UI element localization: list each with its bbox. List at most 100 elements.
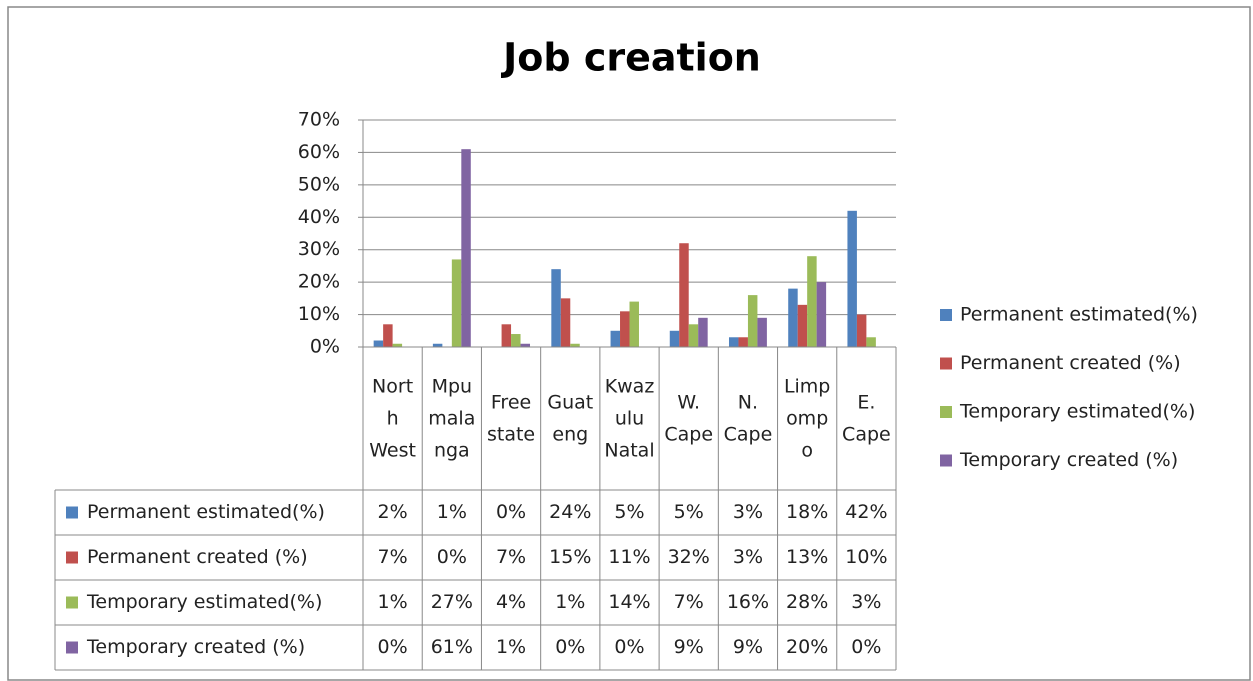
table-legend-key xyxy=(66,641,78,654)
table-cell: 13% xyxy=(786,546,828,568)
x-tick-label: Nort h West xyxy=(369,375,416,461)
table-cell: 15% xyxy=(549,546,591,568)
table-cell: 42% xyxy=(845,501,887,523)
legend-label: Temporary estimated(%) xyxy=(959,401,1195,423)
bar xyxy=(461,149,471,347)
table-cell: 18% xyxy=(786,501,828,523)
x-tick-label: Kwaz ulu Natal xyxy=(604,375,654,461)
bar xyxy=(570,343,580,347)
table-cell: 1% xyxy=(437,501,467,523)
x-tick-label: N. Cape xyxy=(724,391,773,445)
bar xyxy=(392,343,403,347)
table-cell: 9% xyxy=(674,636,704,658)
table-cell: 24% xyxy=(549,501,591,523)
bar xyxy=(560,298,571,347)
table-cell: 20% xyxy=(786,636,828,658)
y-tick-label: 70% xyxy=(298,109,340,131)
bar xyxy=(511,334,521,347)
table-cell: 10% xyxy=(845,546,887,568)
table-cell: 3% xyxy=(733,546,763,568)
table-row-label: Temporary created (%) xyxy=(86,636,305,658)
legend-label: Permanent created (%) xyxy=(960,352,1181,374)
table-row-label: Temporary estimated(%) xyxy=(86,591,322,613)
table-cell: 0% xyxy=(614,636,644,658)
bar xyxy=(807,256,817,347)
bar xyxy=(847,210,857,347)
bar xyxy=(373,340,384,347)
legend-label: Temporary created (%) xyxy=(959,449,1178,471)
y-tick-label: 30% xyxy=(298,238,340,260)
table-cell: 0% xyxy=(496,501,526,523)
x-tick-label: Free state xyxy=(487,391,535,445)
legend-key xyxy=(940,454,952,467)
table-legend-key xyxy=(66,551,78,564)
bar xyxy=(520,343,531,347)
y-tick-label: 20% xyxy=(298,271,340,293)
y-tick-label: 10% xyxy=(298,303,340,325)
table-cell: 7% xyxy=(378,546,408,568)
table-cell: 32% xyxy=(668,546,710,568)
table-cell: 5% xyxy=(674,501,704,523)
table-legend-key xyxy=(66,506,78,519)
legend-key xyxy=(940,357,952,370)
bar xyxy=(866,337,876,347)
bar xyxy=(757,317,767,347)
bar xyxy=(551,269,561,347)
legend-label: Permanent estimated(%) xyxy=(960,304,1198,326)
bar xyxy=(698,317,708,347)
bar xyxy=(738,337,748,347)
bar xyxy=(432,343,443,347)
table-cell: 4% xyxy=(496,591,526,613)
table-cell: 7% xyxy=(674,591,704,613)
chart-title: Job creation xyxy=(500,36,761,80)
bar xyxy=(679,243,689,347)
table-legend-key xyxy=(66,596,78,609)
legend-key xyxy=(940,406,952,418)
table-row-label: Permanent estimated(%) xyxy=(87,501,325,523)
table-cell: 9% xyxy=(733,636,763,658)
x-tick-label: Mpu mala nga xyxy=(428,375,475,461)
bar xyxy=(688,324,699,347)
bar xyxy=(610,330,621,347)
bar xyxy=(451,259,462,347)
legend-key xyxy=(940,309,952,321)
x-tick-label: Limp omp o xyxy=(784,375,830,461)
table-cell: 11% xyxy=(608,546,650,568)
table-cell: 0% xyxy=(437,546,467,568)
bar xyxy=(501,324,512,347)
bar xyxy=(788,288,798,347)
table-cell: 16% xyxy=(727,591,769,613)
table-cell: 5% xyxy=(614,501,644,523)
table-cell: 3% xyxy=(733,501,763,523)
table-cell: 0% xyxy=(378,636,408,658)
bar xyxy=(747,295,758,347)
y-tick-label: 60% xyxy=(298,141,340,163)
table-cell: 14% xyxy=(608,591,650,613)
bar xyxy=(669,330,680,347)
y-tick-label: 50% xyxy=(298,173,340,195)
x-tick-label: W. Cape xyxy=(664,391,713,445)
bar xyxy=(816,282,827,347)
table-cell: 1% xyxy=(555,591,585,613)
bar xyxy=(856,314,867,347)
table-cell: 0% xyxy=(851,636,881,658)
y-tick-label: 40% xyxy=(298,206,340,228)
table-cell: 2% xyxy=(378,501,408,523)
table-cell: 7% xyxy=(496,546,526,568)
bar xyxy=(620,311,630,347)
y-tick-label: 0% xyxy=(310,336,340,358)
x-tick-label: Guat eng xyxy=(547,391,593,445)
table-cell: 27% xyxy=(431,591,473,613)
x-tick-label: E. Cape xyxy=(842,391,891,445)
bar xyxy=(728,337,739,347)
table-cell: 61% xyxy=(431,636,473,658)
table-cell: 28% xyxy=(786,591,828,613)
table-cell: 1% xyxy=(496,636,526,658)
table-cell: 1% xyxy=(378,591,408,613)
bar xyxy=(383,324,393,347)
bar xyxy=(629,301,639,347)
table-cell: 0% xyxy=(555,636,585,658)
table-cell: 3% xyxy=(851,591,881,613)
table-row-label: Permanent created (%) xyxy=(87,546,308,568)
